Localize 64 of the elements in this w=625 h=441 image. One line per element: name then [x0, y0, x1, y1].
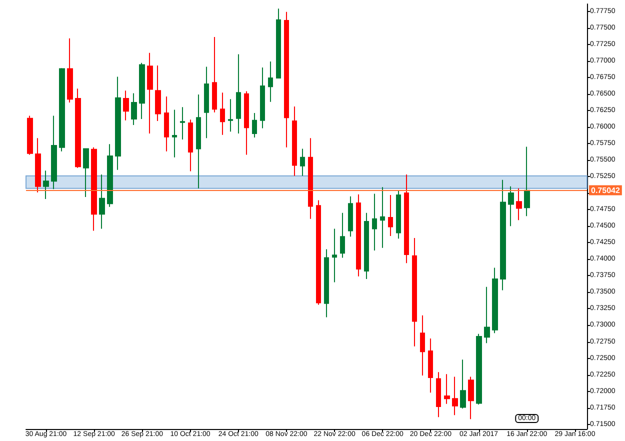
candlestick — [35, 138, 41, 193]
candlestick — [388, 194, 393, 236]
candlestick — [404, 174, 409, 264]
candlestick — [524, 146, 530, 217]
candlestick — [276, 8, 281, 79]
candlestick — [131, 92, 137, 126]
candlestick — [428, 338, 433, 394]
candlestick — [260, 66, 265, 129]
candlestick — [188, 119, 193, 172]
candlestick — [284, 11, 289, 148]
candlestick — [83, 148, 89, 198]
candlestick — [99, 174, 105, 230]
candlestick — [172, 109, 177, 158]
candlestick — [43, 170, 49, 200]
candlestick — [212, 36, 217, 113]
candlestick — [396, 190, 401, 240]
candlestick — [300, 148, 305, 176]
candlestick — [340, 212, 345, 258]
candlestick — [468, 376, 474, 420]
candlestick — [484, 286, 490, 344]
candlestick — [228, 98, 233, 132]
candlestick — [107, 144, 113, 208]
candlestick — [115, 76, 121, 170]
candlestick — [412, 237, 417, 347]
candlestick — [516, 188, 522, 221]
candlestick — [59, 68, 65, 152]
candlestick — [356, 194, 361, 277]
candlestick — [204, 66, 209, 139]
candlestick — [236, 54, 241, 134]
candlestick — [364, 212, 369, 280]
candlestick — [316, 200, 321, 306]
candlestick — [268, 61, 273, 102]
candlestick — [27, 115, 33, 156]
candlestick — [91, 146, 97, 232]
candlestick — [196, 94, 201, 189]
candlestick — [348, 196, 353, 238]
candlestick — [492, 267, 498, 334]
candlestick — [292, 106, 297, 176]
candlestick — [508, 186, 514, 227]
candlestick — [155, 64, 161, 122]
candlestick — [252, 112, 257, 138]
candlestick — [436, 372, 441, 418]
candlestick — [324, 248, 329, 318]
candlestick — [460, 359, 466, 410]
candlestick — [500, 179, 506, 291]
candlestick — [420, 314, 425, 376]
candlestick — [147, 52, 153, 134]
candlestick — [164, 96, 169, 152]
candlestick — [67, 38, 73, 103]
candlestick — [308, 138, 313, 220]
candlestick — [220, 92, 225, 136]
candlestick — [244, 90, 249, 156]
candlestick — [123, 90, 129, 121]
candlestick — [332, 228, 337, 283]
candlestick — [75, 88, 81, 168]
candlestick — [51, 115, 57, 190]
ref-line-label: 0.75042 — [591, 186, 620, 195]
candlestick — [452, 376, 458, 416]
candlestick — [380, 186, 385, 248]
candlestick — [180, 106, 185, 140]
candlestick — [139, 62, 145, 120]
candlestick — [372, 193, 377, 252]
candlestick — [444, 374, 450, 404]
candlestick — [476, 333, 482, 406]
